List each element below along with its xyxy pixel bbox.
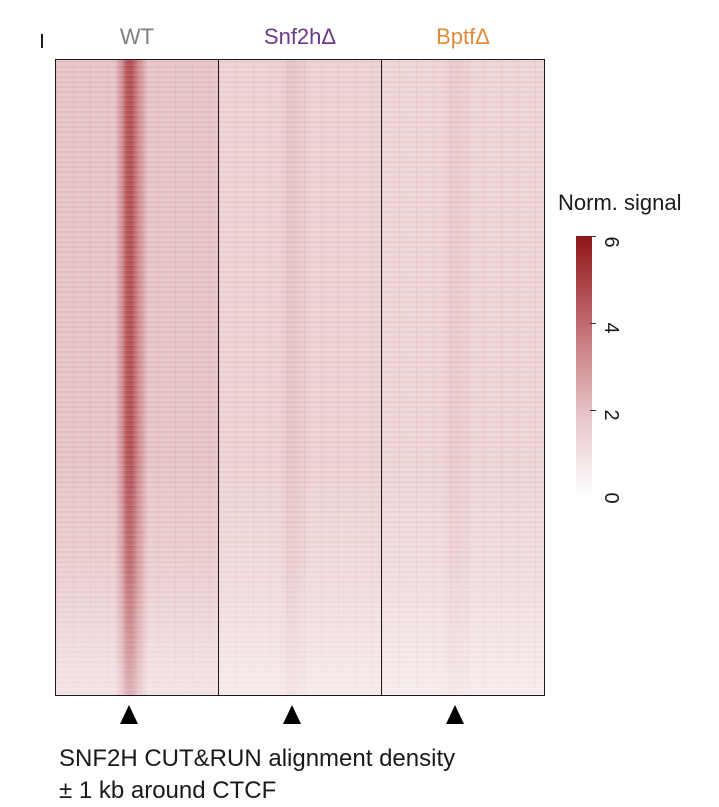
- colorbar-tick: [590, 323, 596, 324]
- ctcf-center-arrow-snf2h: [283, 705, 301, 724]
- colorbar-tick: [590, 410, 596, 411]
- colorbar-title: Norm. signal: [558, 190, 682, 215]
- colorbar-label-4: 4: [600, 322, 622, 334]
- heatmap-panel-bptf: [381, 59, 545, 696]
- colorbar-label-0: 0: [600, 492, 622, 504]
- ctcf-center-arrow-wt: [120, 705, 138, 724]
- heatmap-panel-wt: [55, 59, 219, 696]
- low-signal-fade: [56, 60, 218, 695]
- panel-title-wt: WT: [119, 24, 155, 49]
- caption-line-1: SNF2H CUT&RUN alignment density: [59, 745, 456, 772]
- low-signal-fade: [219, 60, 381, 695]
- panel-title-snf2h: Snf2hΔ: [263, 24, 337, 49]
- colorbar-label-6: 6: [600, 236, 622, 248]
- ctcf-center-arrow-bptf: [446, 705, 464, 724]
- panel-title-bptf: BptfΔ: [436, 24, 490, 49]
- heatmap-panel-snf2h: [218, 59, 382, 696]
- colorbar-tick: [590, 236, 596, 237]
- colorbar: [576, 236, 592, 498]
- edge-tick: [41, 34, 43, 48]
- caption-line-2: ± 1 kb around CTCF: [59, 777, 277, 804]
- colorbar-label-2: 2: [600, 409, 622, 421]
- low-signal-fade: [382, 60, 544, 695]
